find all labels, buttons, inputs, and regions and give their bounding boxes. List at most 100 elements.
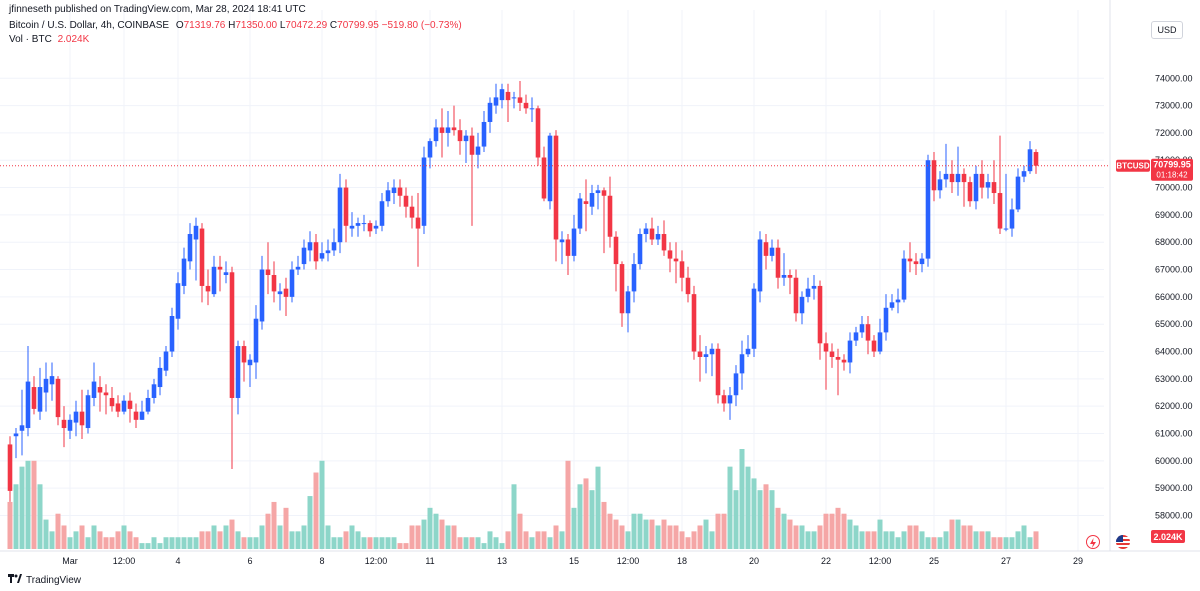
candle	[283, 277, 289, 316]
candle	[463, 130, 469, 163]
candle	[1027, 141, 1033, 174]
candle	[421, 146, 427, 235]
candle	[91, 362, 97, 407]
volume-bar	[199, 531, 205, 549]
volume-bar	[859, 531, 865, 549]
volume-bar	[655, 525, 661, 549]
candle-body	[445, 127, 451, 133]
candle	[133, 403, 139, 429]
candle-body	[85, 395, 91, 429]
volume-bar	[985, 531, 991, 549]
candle-body	[781, 275, 787, 278]
candle	[739, 340, 745, 390]
candle	[1015, 168, 1021, 213]
volume-tag-bg	[1151, 530, 1185, 543]
volume-legend: Vol · BTC 2.024K	[9, 34, 89, 46]
candle	[37, 367, 43, 420]
x-tick-label: 12:00	[365, 556, 388, 566]
y-tick-label: 64000.00	[1155, 347, 1193, 357]
candle	[67, 414, 73, 439]
candle	[61, 406, 67, 448]
candle-body	[1033, 152, 1039, 166]
candle-body	[799, 296, 805, 314]
candle	[715, 343, 721, 404]
candle-body	[673, 258, 679, 262]
candle	[979, 160, 985, 199]
volume-bar	[247, 537, 253, 549]
candle-body	[715, 348, 721, 396]
candle-body	[175, 283, 181, 319]
candle	[187, 223, 193, 270]
candle	[991, 160, 997, 204]
candle-body	[421, 157, 427, 226]
candle-body	[19, 425, 25, 431]
candle	[235, 340, 241, 415]
candle-body	[631, 264, 637, 292]
candle-body	[451, 127, 457, 131]
candle	[121, 395, 127, 415]
candle	[433, 119, 439, 147]
candle	[817, 280, 823, 360]
volume-bar	[589, 490, 595, 549]
candle-body	[541, 157, 547, 199]
candle	[247, 354, 253, 388]
candle-body	[865, 324, 871, 341]
volume-bar	[793, 525, 799, 549]
candle-body	[919, 258, 925, 265]
volume-bar	[601, 501, 607, 549]
candle	[253, 305, 259, 379]
candle	[73, 400, 79, 437]
candle	[895, 288, 901, 314]
candle	[709, 343, 715, 377]
candle	[883, 294, 889, 341]
volume-bar	[319, 460, 325, 549]
y-tick-label: 70000.00	[1155, 183, 1193, 193]
candle	[1021, 165, 1027, 183]
y-tick-label: 63000.00	[1155, 374, 1193, 384]
candle	[289, 261, 295, 303]
candle	[643, 223, 649, 243]
candle	[985, 173, 991, 199]
candle	[409, 195, 415, 229]
flash-icon[interactable]	[1086, 535, 1100, 549]
candle	[55, 376, 61, 426]
candle	[601, 187, 607, 254]
volume-bar	[163, 537, 169, 549]
candle	[7, 436, 13, 502]
volume-bar	[727, 466, 733, 549]
candle	[217, 255, 223, 292]
volume-bar	[697, 525, 703, 549]
candle-body	[697, 351, 703, 357]
volume-bar	[253, 537, 259, 549]
volume-bar	[913, 525, 919, 549]
candle-body	[667, 250, 673, 259]
volume-bar	[883, 531, 889, 549]
volume-bar	[577, 484, 583, 549]
volume-bar	[979, 531, 985, 549]
volume-bar	[151, 537, 157, 549]
candle	[589, 184, 595, 215]
y-tick-label: 74000.00	[1155, 73, 1193, 83]
candle	[967, 176, 973, 207]
candle-body	[553, 135, 559, 240]
candle-body	[277, 291, 283, 295]
volume-value: 2.024K	[57, 34, 90, 45]
currency-button[interactable]: USD	[1151, 21, 1183, 39]
x-tick-label: 20	[749, 556, 759, 566]
candle	[649, 217, 655, 245]
volume-bar	[511, 484, 517, 549]
x-tick-label: 15	[569, 556, 579, 566]
candle-body	[535, 108, 541, 158]
candle	[181, 247, 187, 295]
volume-bar	[643, 519, 649, 549]
candle-body	[859, 324, 865, 333]
candle	[1003, 173, 1009, 232]
candle-body	[733, 373, 739, 396]
volume-bar	[523, 531, 529, 549]
y-tick-label: 68000.00	[1155, 237, 1193, 247]
candle-body	[1015, 176, 1021, 210]
volume-bar	[367, 537, 373, 549]
candle	[667, 242, 673, 273]
volume-bar	[835, 507, 841, 549]
